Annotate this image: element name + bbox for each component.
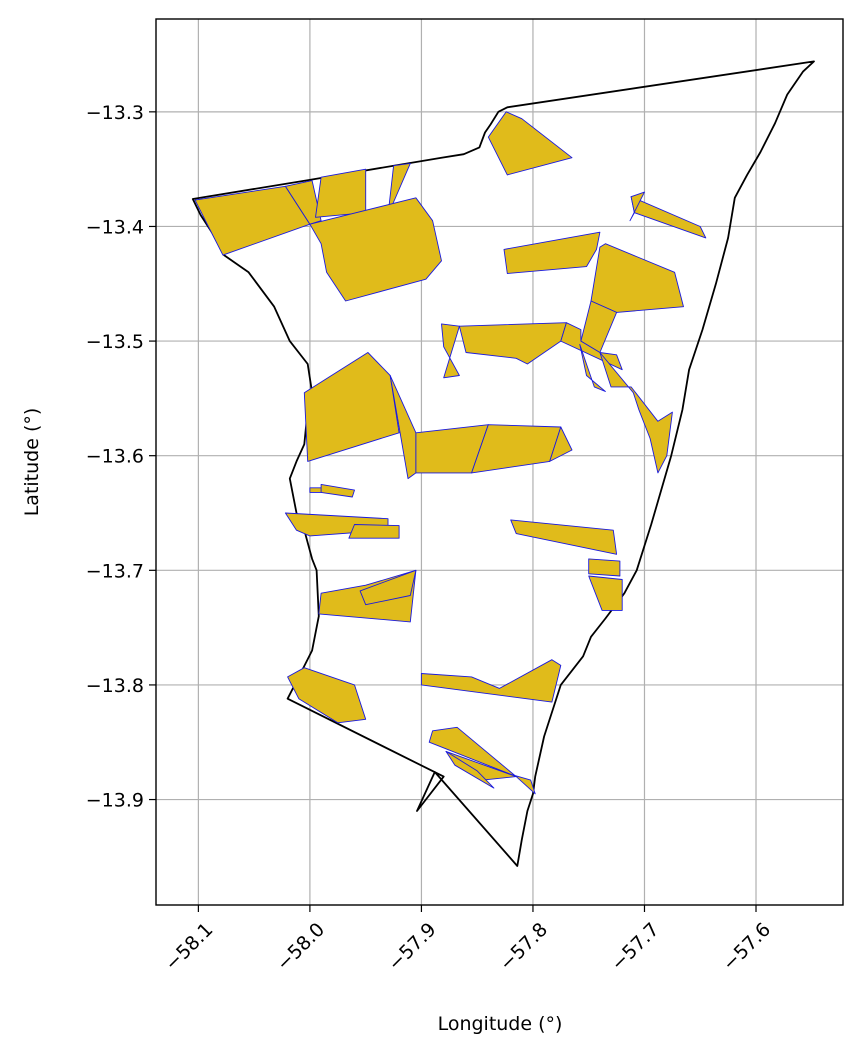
y-axis-ticks: −13.3 −13.4 −13.5 −13.6 −13.7 −13.8 −13.9 — [86, 102, 156, 812]
farm-parcel — [510, 519, 618, 555]
parcel-layer — [194, 111, 707, 795]
farm-parcel — [503, 231, 601, 274]
farm-parcel — [315, 168, 367, 218]
municipality-boundary-layer — [191, 60, 815, 867]
farm-parcel — [359, 569, 417, 606]
farm-parcel — [441, 323, 460, 379]
farm-parcel — [348, 524, 400, 539]
farm-parcel — [588, 558, 621, 577]
y-tick-label: −13.3 — [86, 102, 144, 124]
farm-parcel — [309, 197, 442, 302]
y-tick-label: −13.5 — [86, 331, 144, 353]
farm-parcel — [428, 726, 536, 795]
farm-parcel — [445, 750, 495, 789]
farm-parcel — [549, 426, 573, 462]
farm-parcel — [287, 667, 367, 724]
y-axis-title: Latitude (°) — [21, 408, 43, 517]
y-tick-label: −13.7 — [86, 560, 144, 582]
farm-parcel — [560, 322, 623, 371]
farm-parcel — [579, 344, 606, 392]
farm-parcel — [303, 352, 400, 462]
farm-parcel — [487, 111, 573, 176]
y-tick-label: −13.8 — [86, 675, 144, 697]
farm-parcel — [599, 352, 673, 474]
x-axis-title: Longitude (°) — [438, 1013, 563, 1035]
farm-parcel — [387, 162, 411, 216]
plot-frame — [155, 18, 844, 906]
y-tick-label: −13.4 — [86, 216, 144, 238]
farm-parcel — [320, 483, 355, 498]
grid-layer — [156, 19, 843, 905]
farm-parcel — [420, 659, 562, 703]
y-tick-label: −13.6 — [86, 446, 144, 468]
farm-parcel — [588, 575, 623, 611]
farm-parcel — [629, 191, 645, 222]
municipality-boundary — [191, 60, 815, 867]
y-tick-label: −13.9 — [86, 790, 144, 812]
farm-parcel — [284, 180, 322, 225]
